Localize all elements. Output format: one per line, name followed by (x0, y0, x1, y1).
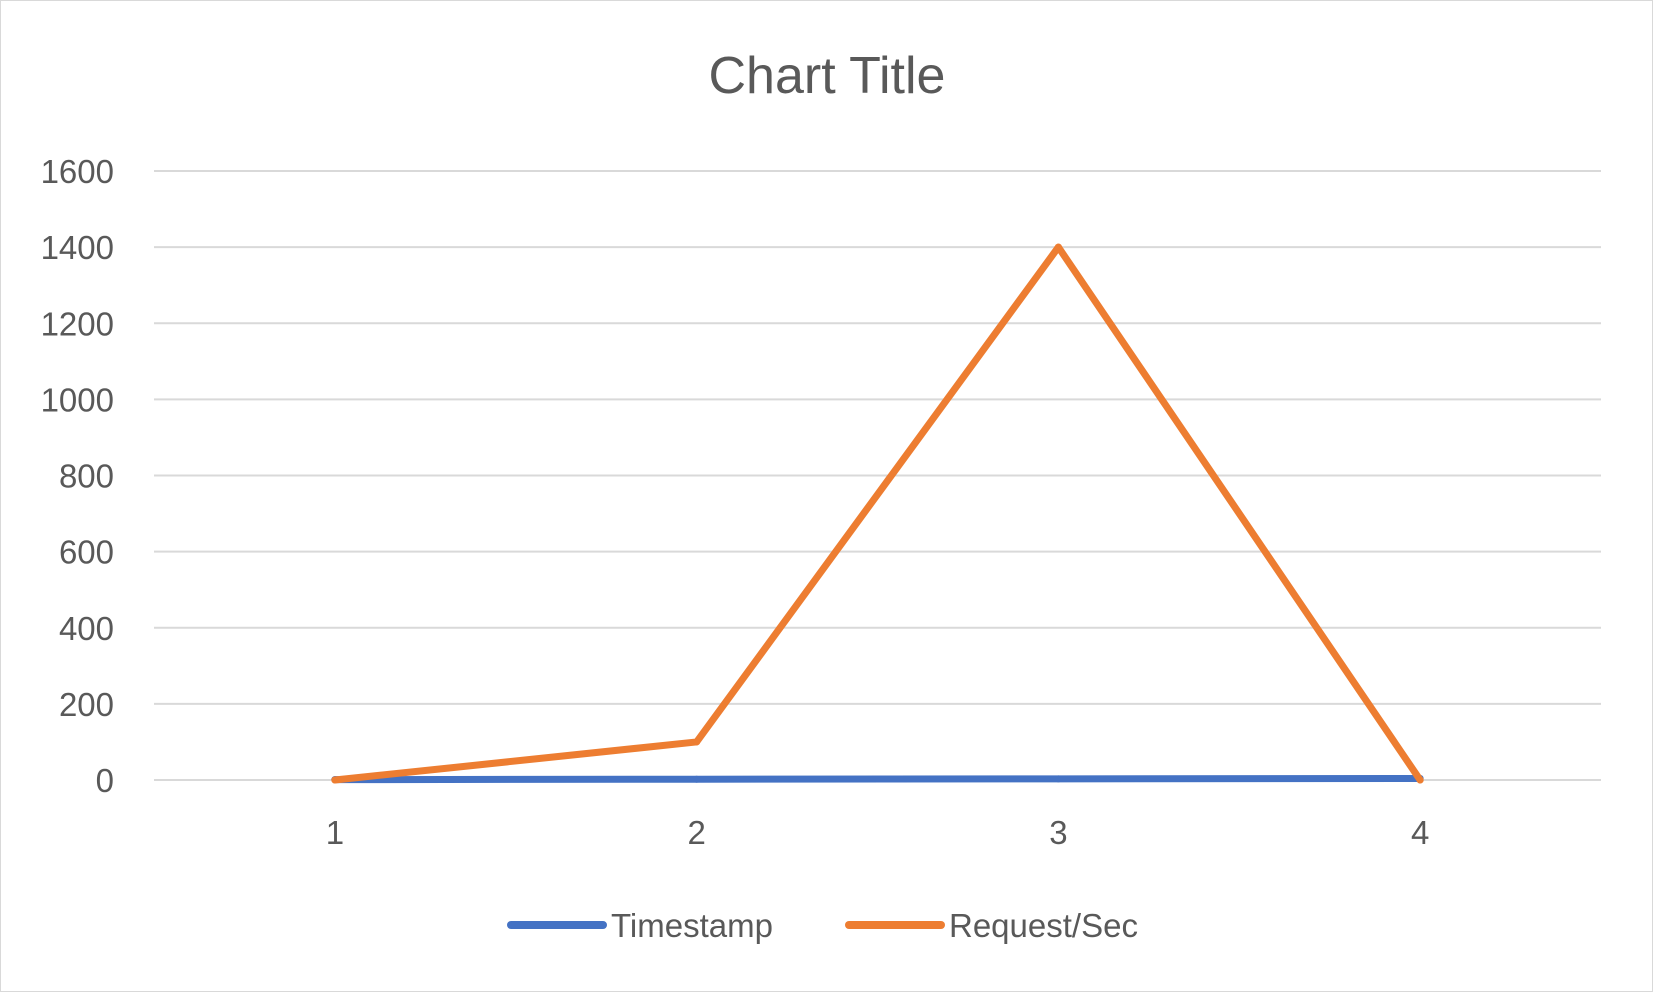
y-axis-ticks: 0 200 400 600 800 1000 1200 1400 1600 (41, 153, 114, 799)
data-point (1054, 775, 1062, 783)
series-line-timestamp (331, 774, 1424, 784)
x-tick-label: 4 (1411, 814, 1429, 851)
y-tick-label: 1600 (41, 153, 114, 190)
y-tick-label: 0 (96, 762, 114, 799)
x-axis-ticks: 1 2 3 4 (326, 814, 1430, 851)
y-tick-label: 400 (59, 610, 114, 647)
legend-label: Timestamp (611, 907, 773, 944)
x-tick-label: 2 (687, 814, 705, 851)
gridlines (154, 170, 1601, 781)
data-point (1416, 776, 1424, 784)
series-lines (331, 243, 1424, 784)
y-tick-label: 200 (59, 686, 114, 723)
x-tick-label: 1 (326, 814, 344, 851)
legend-label: Request/Sec (949, 907, 1138, 944)
y-tick-label: 1200 (41, 305, 114, 342)
y-tick-label: 600 (59, 534, 114, 571)
chart-title: Chart Title (709, 47, 946, 105)
y-tick-label: 800 (59, 458, 114, 495)
legend: Timestamp Request/Sec (507, 907, 1138, 944)
data-point (1054, 243, 1062, 251)
series-line-request-sec (331, 243, 1424, 784)
data-point (331, 776, 339, 784)
data-point (693, 775, 701, 783)
x-tick-label: 3 (1049, 814, 1067, 851)
y-tick-label: 1000 (41, 381, 114, 418)
data-point (693, 738, 701, 746)
y-tick-label: 1400 (41, 229, 114, 266)
